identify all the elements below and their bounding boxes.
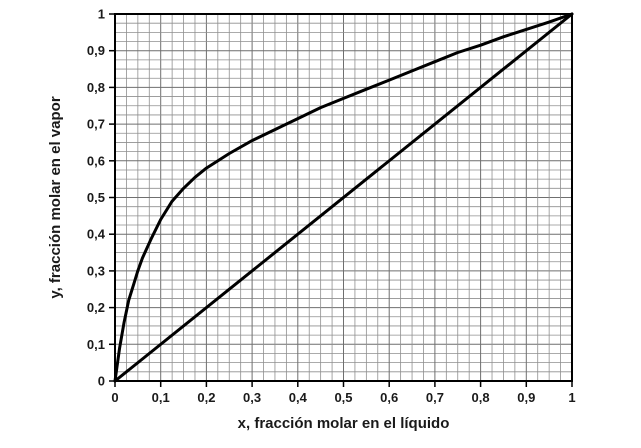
- x-tick-label: 0,2: [197, 390, 215, 405]
- y-tick-label: 0,6: [87, 153, 105, 168]
- x-tick-label: 0: [111, 390, 118, 405]
- y-tick-label: 1: [98, 7, 105, 22]
- x-axis-title: x, fracción molar en el líquido: [238, 415, 450, 432]
- grid-layer: [115, 14, 572, 381]
- x-tick-label: 0,9: [517, 390, 535, 405]
- y-tick-label: 0,1: [87, 337, 105, 352]
- ticks-layer: 0 0,1 0,2 0,3 0,4 0,5 0,6 0,7 0,8 0,9 1 0 0,1 0,2 0,3 0…: [87, 7, 576, 406]
- y-tick-label: 0,3: [87, 263, 105, 278]
- x-tick-label: 0,6: [380, 390, 398, 405]
- x-tick-label: 0,4: [289, 390, 308, 405]
- y-tick-label: 0,2: [87, 300, 105, 315]
- x-tick-label: 1: [568, 390, 575, 405]
- y-tick-label: 0,7: [87, 117, 105, 132]
- series-layer: [113, 12, 574, 383]
- y-tick-label: 0,8: [87, 80, 105, 95]
- x-tick-label: 0,7: [426, 390, 444, 405]
- x-tick-label: 0,5: [334, 390, 352, 405]
- x-tick-label: 0,3: [243, 390, 261, 405]
- series-equilibrium-curve: [113, 12, 574, 383]
- y-tick-label: 0,5: [87, 190, 105, 205]
- y-tick-label: 0,4: [87, 227, 106, 242]
- y-tick-label: 0,9: [87, 43, 105, 58]
- x-tick-label: 0,1: [152, 390, 170, 405]
- x-tick-label: 0,8: [472, 390, 490, 405]
- y-tick-label: 0: [98, 374, 105, 389]
- y-axis-title: y, fracción molar en el vapor: [47, 96, 64, 298]
- series-diagonal-line: [113, 12, 574, 383]
